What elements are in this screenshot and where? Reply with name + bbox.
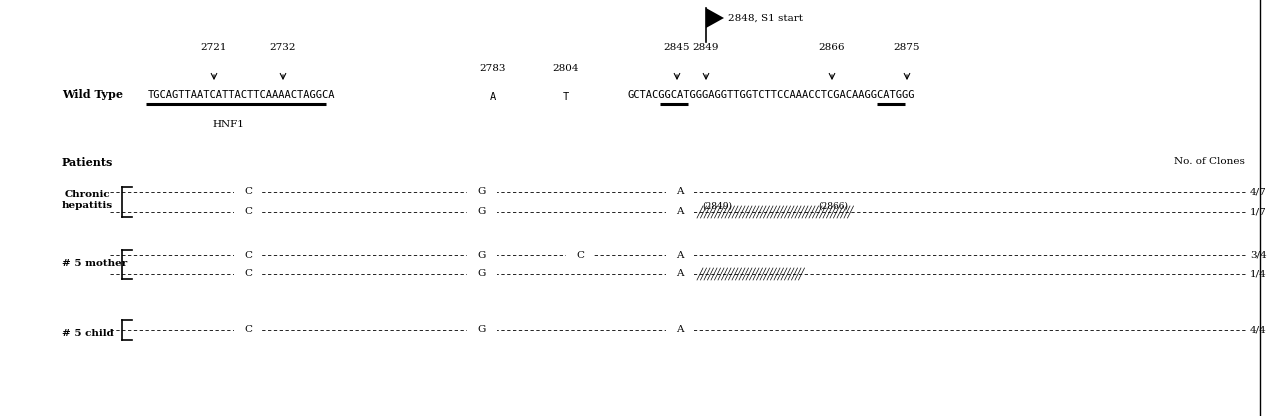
Text: HNF1: HNF1 xyxy=(212,120,244,129)
Text: 2783: 2783 xyxy=(480,64,506,73)
Text: Wild Type: Wild Type xyxy=(62,89,123,101)
Text: C: C xyxy=(244,208,252,216)
Text: T: T xyxy=(563,92,569,102)
Text: A: A xyxy=(677,188,684,196)
Text: 2875: 2875 xyxy=(894,43,920,52)
Text: 2804: 2804 xyxy=(553,64,579,73)
Text: A: A xyxy=(490,92,496,102)
Text: G: G xyxy=(478,188,486,196)
Text: Chronic
hepatitis: Chronic hepatitis xyxy=(62,190,113,210)
Text: 2732: 2732 xyxy=(270,43,296,52)
Text: # 5 child: # 5 child xyxy=(62,329,113,337)
Text: 3/4: 3/4 xyxy=(1250,250,1267,260)
Text: C: C xyxy=(244,325,252,334)
Text: 2845: 2845 xyxy=(664,43,691,52)
Text: Patients: Patients xyxy=(62,156,113,168)
Text: # 5 mother: # 5 mother xyxy=(62,258,127,267)
Text: GCTACGGCATGGGAGGTTGGTCTTCCAAACCTCGACAAGGCATGGG: GCTACGGCATGGGAGGTTGGTCTTCCAAACCTCGACAAGG… xyxy=(627,90,915,100)
Text: (2849): (2849) xyxy=(702,202,731,211)
Polygon shape xyxy=(706,8,724,28)
Text: 1/7: 1/7 xyxy=(1250,208,1267,216)
Text: G: G xyxy=(478,208,486,216)
Text: G: G xyxy=(478,250,486,260)
Text: 4/4: 4/4 xyxy=(1250,325,1267,334)
Text: No. of Clones: No. of Clones xyxy=(1174,158,1245,166)
Text: C: C xyxy=(244,250,252,260)
Text: C: C xyxy=(244,270,252,278)
Text: 1/4: 1/4 xyxy=(1250,270,1267,278)
Text: 4/7: 4/7 xyxy=(1250,188,1267,196)
Text: 2866: 2866 xyxy=(819,43,846,52)
Text: G: G xyxy=(478,270,486,278)
Text: 2849: 2849 xyxy=(693,43,719,52)
Text: A: A xyxy=(677,250,684,260)
Text: A: A xyxy=(677,270,684,278)
Text: 2848, S1 start: 2848, S1 start xyxy=(728,13,803,22)
Text: C: C xyxy=(244,188,252,196)
Text: (2866): (2866) xyxy=(818,202,848,211)
Text: TGCAGTTAATCATTACTTCAAAACTAGGCA: TGCAGTTAATCATTACTTCAAAACTAGGCA xyxy=(148,90,336,100)
Text: 2721: 2721 xyxy=(201,43,228,52)
Text: C: C xyxy=(576,250,584,260)
Text: G: G xyxy=(478,325,486,334)
Text: A: A xyxy=(677,208,684,216)
Text: A: A xyxy=(677,325,684,334)
